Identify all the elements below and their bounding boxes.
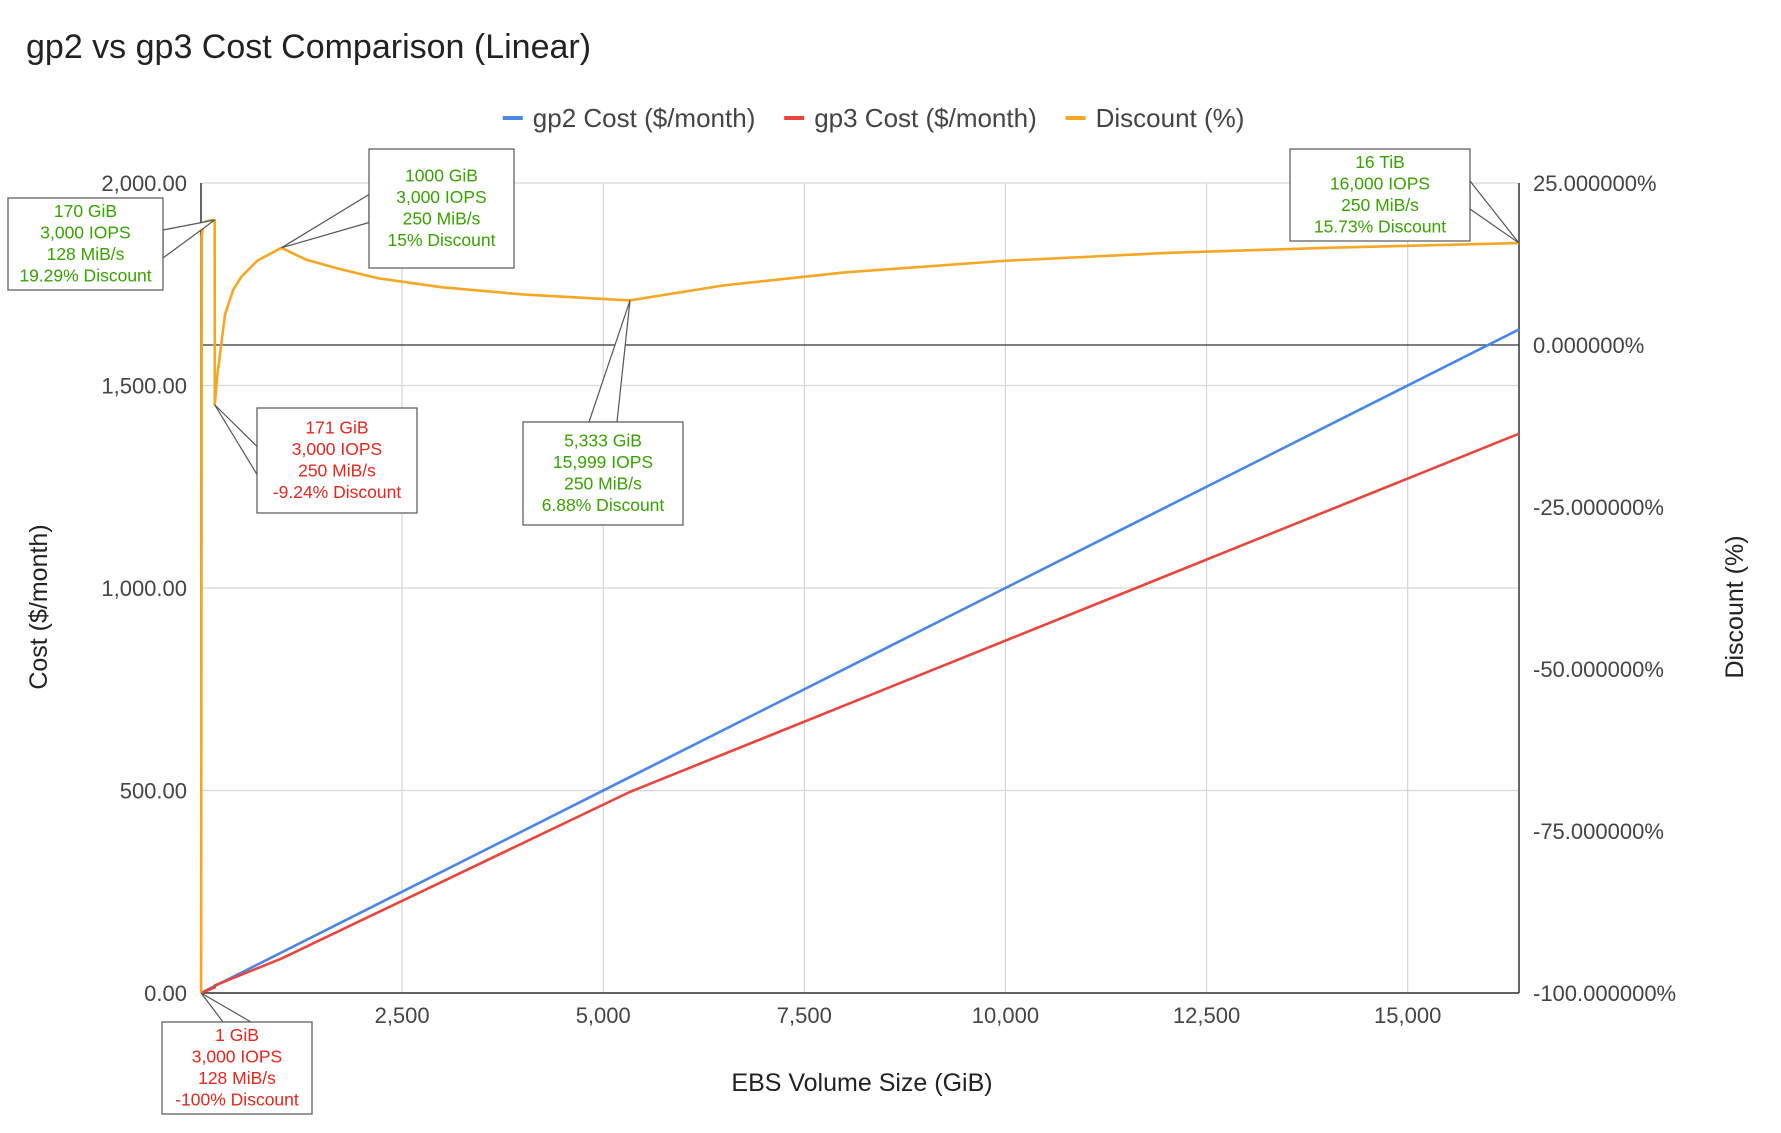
- annotation-text: 128 MiB/s: [198, 1068, 276, 1088]
- annotation-text: 250 MiB/s: [403, 209, 481, 229]
- series-line: [199, 218, 1520, 994]
- annotation-box: [368, 148, 515, 269]
- annotation-text: 250 MiB/s: [1341, 195, 1419, 215]
- annotation-text: 15% Discount: [388, 230, 496, 250]
- series-lines: [199, 218, 1520, 995]
- annotation-text: 15,999 IOPS: [553, 452, 653, 472]
- series-line: [200, 328, 1520, 995]
- x-tick-label: 7,500: [777, 1003, 832, 1028]
- annotation-text: 3,000 IOPS: [292, 439, 382, 459]
- y-tick-label: 0.00: [144, 981, 187, 1006]
- annotation-text: 5,333 GiB: [564, 431, 642, 451]
- gridlines: [201, 182, 1519, 994]
- y2-axis-title: Discount (%): [1721, 535, 1749, 678]
- annotation-text: 170 GiB: [54, 201, 117, 221]
- annotation-text: 1 GiB: [215, 1025, 259, 1045]
- annotation-text: 250 MiB/s: [298, 461, 376, 481]
- y-tick-label: 1,500.00: [101, 374, 187, 399]
- chart-title: gp2 vs gp3 Cost Comparison (Linear): [26, 28, 591, 66]
- legend-label: Discount (%): [1096, 103, 1245, 133]
- x-tick-label: 10,000: [972, 1003, 1039, 1028]
- x-axis-title: EBS Volume Size (GiB): [731, 1069, 992, 1097]
- y2-tick-label: -100.000000%: [1533, 981, 1676, 1006]
- legend-label: gp2 Cost ($/month): [533, 103, 756, 133]
- annotation-box: [7, 197, 164, 291]
- annotation-pointer: [162, 219, 216, 260]
- annotation-text: 6.88% Discount: [542, 495, 665, 515]
- series-line: [200, 432, 1520, 995]
- annotation-pointer: [281, 193, 370, 249]
- annotation-text: 3,000 IOPS: [192, 1047, 282, 1067]
- y2-tick-label: -50.000000%: [1533, 657, 1664, 682]
- annotation-text: 1000 GiB: [405, 166, 478, 186]
- y2-tick-label: -75.000000%: [1533, 819, 1664, 844]
- x-tick-label: 5,000: [576, 1003, 631, 1028]
- annotation-text: -100% Discount: [175, 1090, 299, 1110]
- y-tick-label: 1,000.00: [101, 576, 187, 601]
- legend-label: gp3 Cost ($/month): [814, 103, 1037, 133]
- x-tick-label: 12,500: [1173, 1003, 1240, 1028]
- annotation-text: 16,000 IOPS: [1330, 174, 1430, 194]
- annotation-text: 16 TiB: [1355, 152, 1405, 172]
- annotation-box: [161, 1021, 313, 1115]
- y-tick-label: 500.00: [120, 779, 187, 804]
- annotation-pointer: [200, 992, 254, 1023]
- annotation-text: 19.29% Discount: [19, 266, 151, 286]
- annotation-text: 171 GiB: [305, 418, 368, 438]
- y2-tick-label: 25.000000%: [1533, 171, 1657, 196]
- annotation-pointer: [588, 300, 631, 423]
- annotation-text: 15.73% Discount: [1314, 217, 1446, 237]
- y2-tick-label: 0.000000%: [1533, 333, 1644, 358]
- annotation-box: [1289, 148, 1471, 242]
- annotation-pointer: [1469, 179, 1520, 244]
- annotation-box: [256, 407, 418, 514]
- x-tick-label: 15,000: [1374, 1003, 1441, 1028]
- annotation-box: [522, 421, 684, 526]
- annotation-text: 250 MiB/s: [564, 474, 642, 494]
- annotation-pointer: [214, 404, 258, 477]
- y-tick-label: 2,000.00: [101, 171, 187, 196]
- legend: gp2 Cost ($/month) gp3 Cost ($/month) Disc…: [502, 103, 1245, 133]
- annotation-text: 3,000 IOPS: [396, 187, 486, 207]
- y2-tick-label: -25.000000%: [1533, 495, 1664, 520]
- annotation-text: -9.24% Discount: [273, 482, 402, 502]
- y-axis-title: Cost ($/month): [25, 524, 53, 689]
- x-tick-label: 2,500: [375, 1003, 430, 1028]
- annotation-text: 128 MiB/s: [47, 244, 125, 264]
- tick-labels: 0.00 500.00 1,000.00 1,500.00 2,000.00 -100.0…: [101, 171, 1676, 1028]
- annotation-text: 3,000 IOPS: [40, 223, 130, 243]
